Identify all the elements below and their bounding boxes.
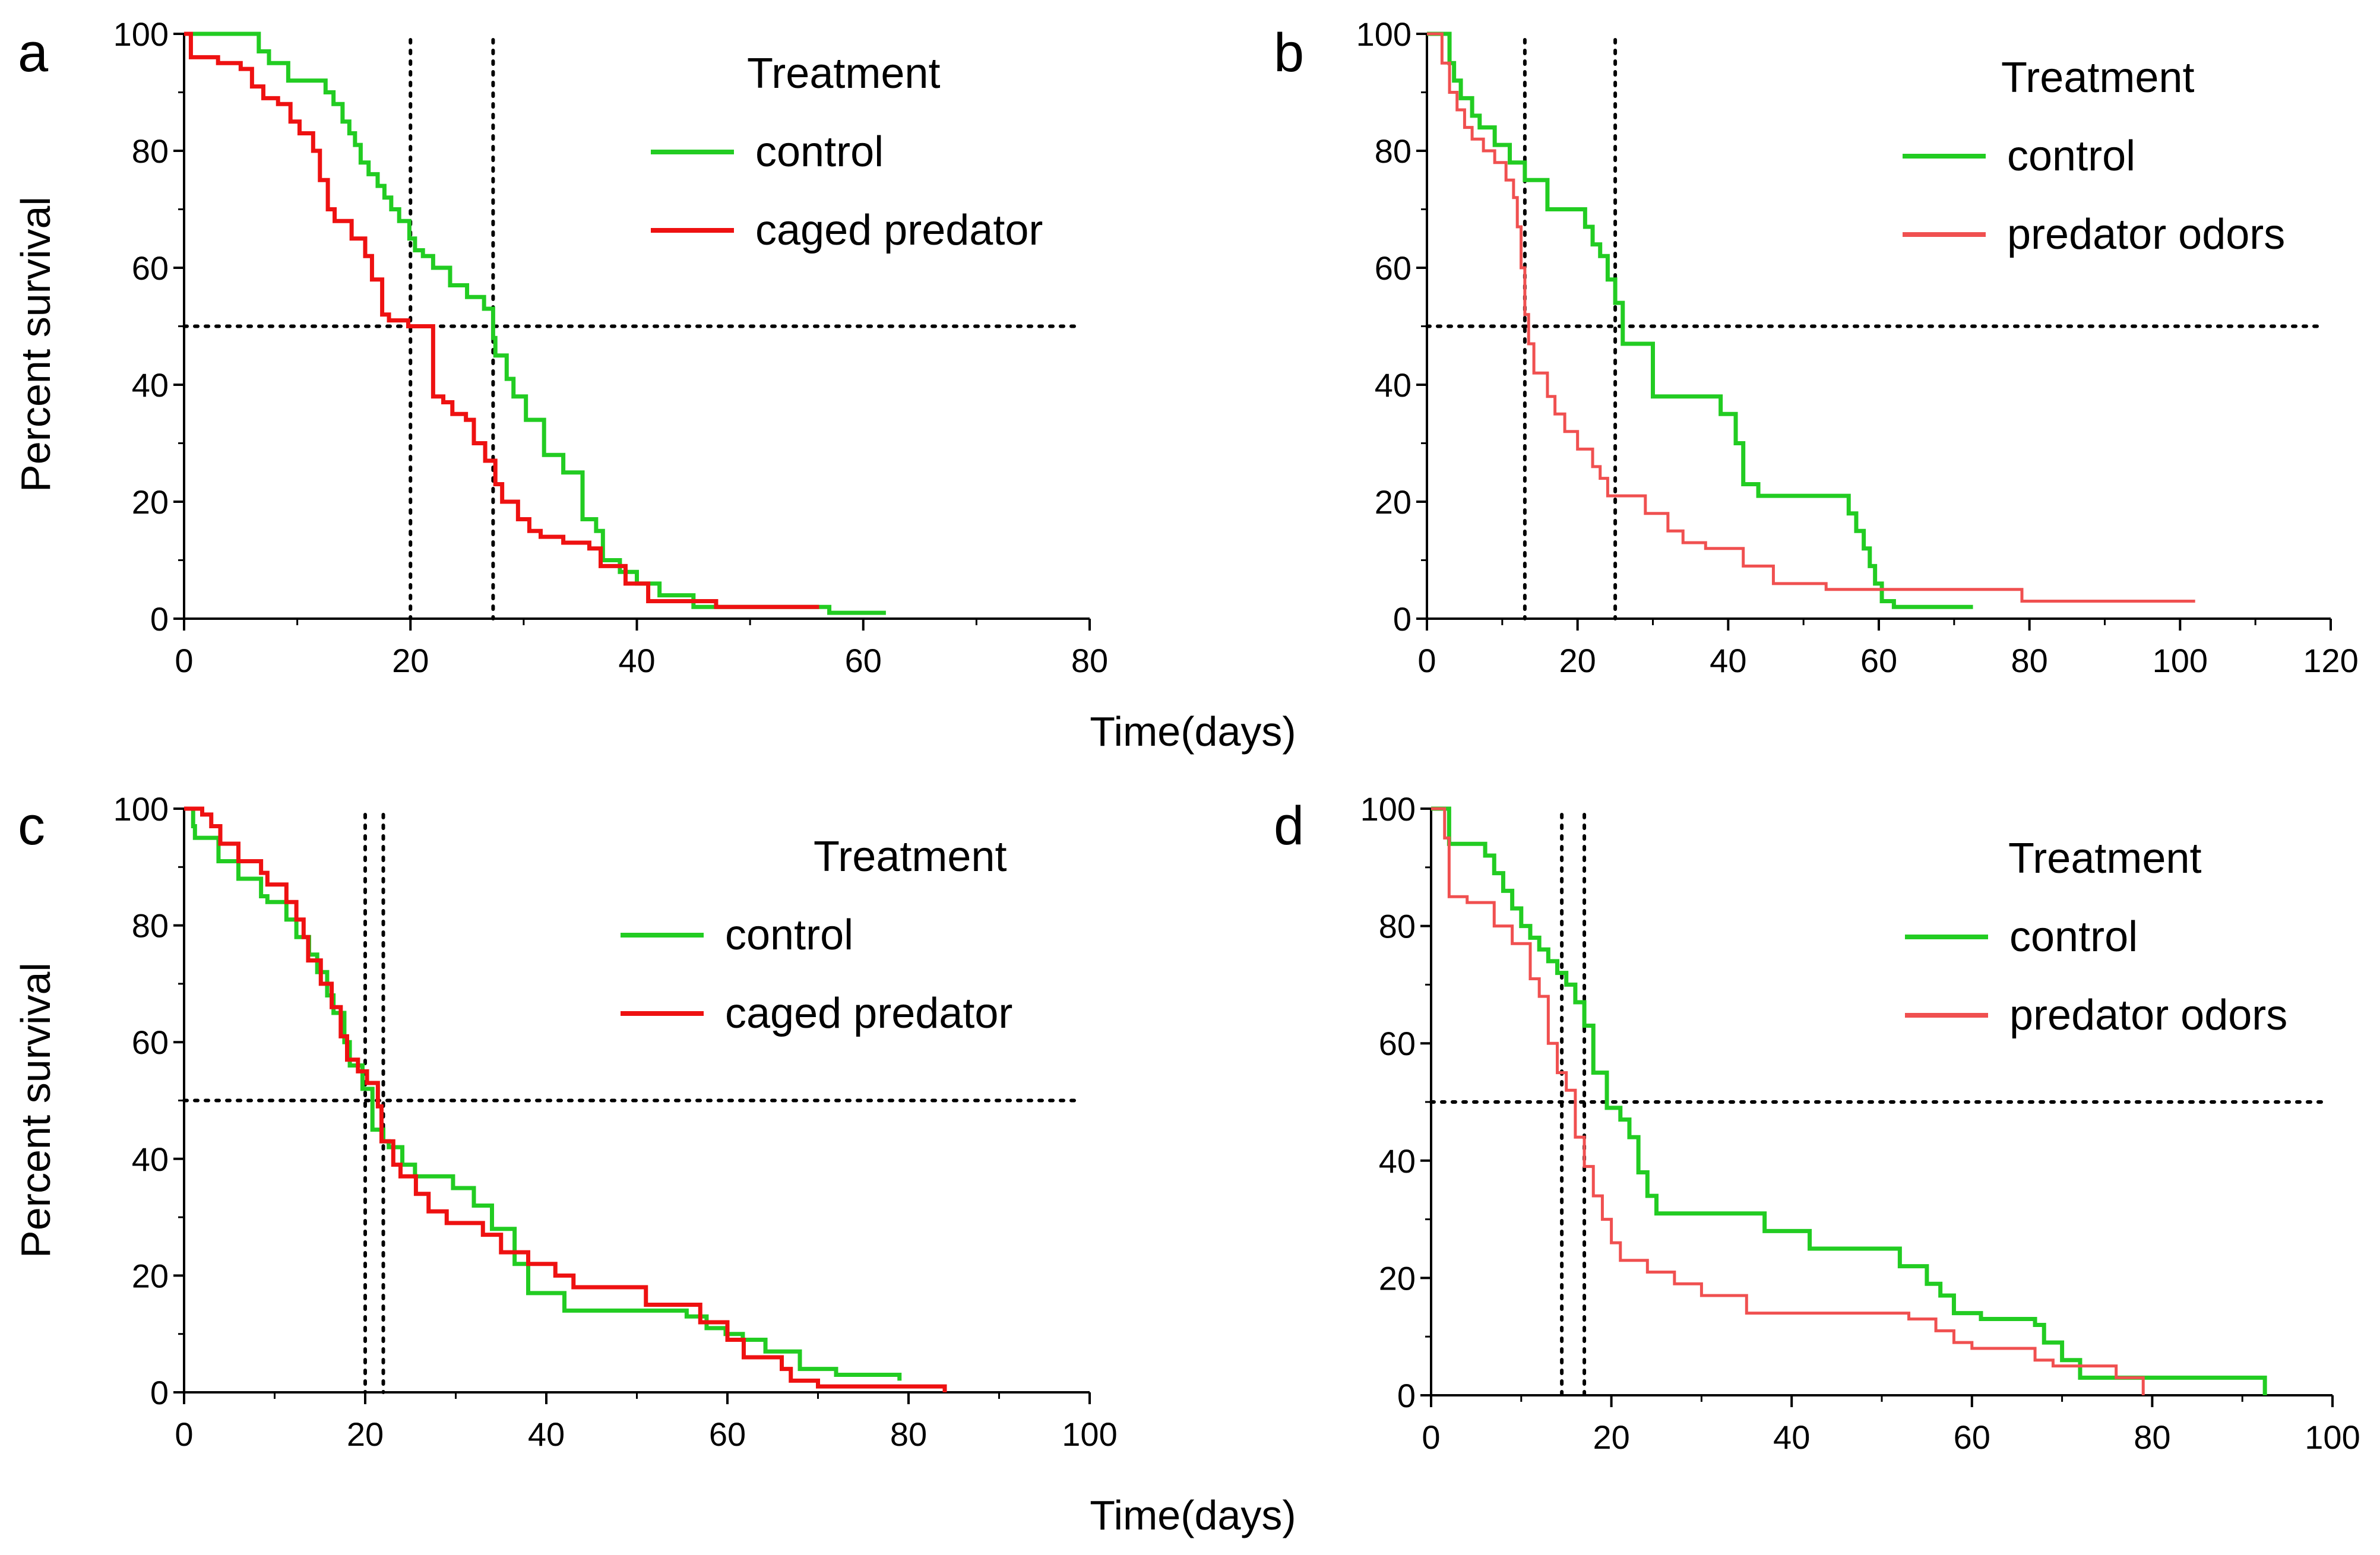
x-tick-label: 120 (2303, 642, 2358, 679)
y-tick-label: 60 (132, 1024, 169, 1061)
x-tick-label: 40 (1773, 1418, 1810, 1456)
y-tick-label: 40 (132, 366, 169, 404)
y-tick-label: 80 (132, 907, 169, 945)
panel-c: c 0 20 40 60 80 100 0 20 40 60 80 100 Treatment contro… (18, 790, 1118, 1453)
y-tick-label: 40 (1375, 366, 1411, 404)
y-axis-title-top: Percent survival (12, 197, 59, 492)
legend-title: Treatment (2001, 54, 2194, 102)
x-tick-label: 60 (709, 1415, 746, 1453)
y-tick-label: 20 (132, 1257, 169, 1294)
y-tick-label: 0 (1393, 600, 1411, 638)
x-tick-label: 60 (1954, 1418, 1990, 1456)
y-tick-label: 80 (1375, 132, 1411, 170)
y-tick-label: 60 (1375, 249, 1411, 287)
x-tick-label: 100 (2305, 1418, 2360, 1456)
legend-title: Treatment (747, 50, 940, 97)
series-caged-predator-curve (184, 31, 819, 609)
x-tick-label: 100 (1062, 1415, 1117, 1453)
x-tick-label: 40 (618, 642, 655, 679)
y-tick-label: 20 (1375, 483, 1411, 521)
x-tick-label: 80 (2011, 642, 2048, 679)
y-tick-label: 40 (132, 1141, 169, 1178)
x-axis-title-top: Time(days) (1090, 708, 1296, 755)
y-tick-label: 0 (150, 600, 169, 638)
series-predator-odors-curve (1431, 807, 2145, 1395)
x-tick-label: 20 (1559, 642, 1596, 679)
panel-letter: b (1274, 23, 1304, 83)
legend-label: predator odors (2009, 992, 2287, 1039)
legend-title: Treatment (2008, 835, 2201, 882)
x-tick-label: 0 (175, 1415, 193, 1453)
panel-letter: d (1274, 796, 1304, 856)
x-tick-label: 0 (1417, 642, 1436, 679)
y-tick-label: 80 (132, 132, 169, 170)
x-tick-label: 100 (2153, 642, 2208, 679)
y-tick-label: 60 (132, 249, 169, 287)
x-tick-label: 60 (1860, 642, 1897, 679)
y-tick-label: 60 (1379, 1025, 1416, 1062)
series-control-curve (184, 806, 902, 1381)
y-tick-label: 100 (1356, 15, 1411, 53)
legend-label: predator odors (2007, 211, 2285, 258)
legend-label: control (725, 911, 853, 959)
x-tick-label: 20 (1593, 1418, 1629, 1456)
x-tick-label: 0 (1422, 1418, 1440, 1456)
x-tick-label: 80 (2134, 1418, 2170, 1456)
panel-b: b 0 20 40 60 80 100 0 20 40 60 80 100 120 Treatment con… (1274, 15, 2359, 679)
x-tick-label: 80 (1071, 642, 1108, 679)
legend-label: control (755, 128, 884, 176)
series-control-curve (184, 31, 886, 615)
y-tick-label: 100 (113, 790, 169, 828)
x-tick-label: 0 (175, 642, 193, 679)
x-tick-label: 20 (392, 642, 429, 679)
legend-label: control (2007, 132, 2135, 180)
legend-label: caged predator (755, 207, 1043, 254)
y-tick-label: 20 (1379, 1259, 1416, 1297)
x-tick-label: 80 (890, 1415, 927, 1453)
legend-label: control (2009, 913, 2138, 961)
y-tick-label: 0 (150, 1374, 169, 1411)
series-control-curve (1427, 31, 1973, 609)
x-tick-label: 60 (845, 642, 882, 679)
y-tick-label: 0 (1397, 1377, 1416, 1414)
y-tick-label: 20 (132, 483, 169, 521)
series-caged-predator-curve (184, 806, 947, 1392)
panel-letter: c (18, 796, 45, 856)
x-tick-label: 40 (528, 1415, 565, 1453)
panel-a: a 0 20 40 60 80 100 0 20 40 60 80 Treatment control ca… (18, 15, 1108, 679)
legend-label: caged predator (725, 990, 1012, 1037)
panel-letter: a (18, 23, 49, 83)
y-axis-title-bottom: Percent survival (12, 962, 59, 1258)
x-tick-label: 20 (347, 1415, 384, 1453)
y-tick-label: 40 (1379, 1142, 1416, 1180)
x-tick-label: 40 (1710, 642, 1746, 679)
series-predator-odors-curve (1427, 32, 2195, 603)
y-tick-label: 100 (1360, 790, 1416, 828)
panel-d: d 0 20 40 60 80 100 0 20 40 60 80 100 Treatment contro… (1274, 790, 2360, 1456)
series-control-curve (1431, 806, 2267, 1395)
y-tick-label: 100 (113, 15, 169, 53)
legend-title: Treatment (814, 833, 1007, 881)
x-axis-title-bottom: Time(days) (1090, 1492, 1296, 1538)
y-tick-label: 80 (1379, 908, 1416, 945)
